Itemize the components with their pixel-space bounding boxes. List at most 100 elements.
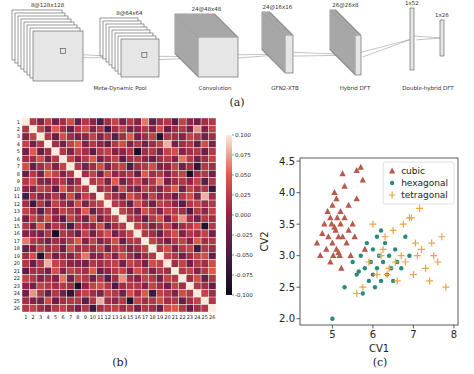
- heatmap-cell: [104, 140, 111, 147]
- heatmap-cell: [104, 118, 111, 125]
- heatmap-cell: [186, 118, 193, 125]
- point: [400, 221, 407, 228]
- point: [373, 285, 377, 289]
- heatmap-cell: [82, 222, 89, 229]
- x-tick-label: 17: [142, 314, 148, 320]
- colorbar-tick: [232, 215, 234, 216]
- colorbar-label: 0.025: [235, 192, 251, 198]
- heatmap-cell: [141, 170, 148, 177]
- heatmap-cell: [67, 133, 74, 140]
- heatmap-cell: [149, 178, 156, 185]
- heatmap-cell: [104, 297, 111, 304]
- heatmap-cell: [164, 208, 171, 215]
- heatmap-cell: [22, 297, 29, 304]
- heatmap-cell: [97, 148, 104, 155]
- heatmap-cell: [201, 118, 208, 125]
- point: [342, 285, 346, 289]
- heatmap-cell: [37, 222, 44, 229]
- heatmap-cell: [119, 170, 126, 177]
- heatmap-cell: [149, 200, 156, 207]
- heatmap-cell: [119, 237, 126, 244]
- x-tick-label: 14: [120, 314, 126, 320]
- heatmap-cell: [201, 163, 208, 170]
- heatmap-cell: [164, 200, 171, 207]
- heatmap-cell: [67, 222, 74, 229]
- heatmap-cell: [52, 155, 59, 162]
- legend-marker: [389, 192, 396, 199]
- heatmap-cell: [179, 275, 186, 282]
- heatmap-cell: [44, 275, 51, 282]
- layer-map: [121, 39, 159, 77]
- heatmap-cell: [149, 267, 156, 274]
- heatmap-cell: [209, 222, 216, 229]
- point: [338, 265, 344, 271]
- heatmap-cell: [22, 305, 29, 312]
- heatmap-cell: [74, 140, 81, 147]
- heatmap-cell: [119, 215, 126, 222]
- heatmap-cell: [179, 282, 186, 289]
- heatmap-cell: [44, 170, 51, 177]
- colorbar-tick: [232, 235, 234, 236]
- heatmap-cell: [104, 125, 111, 132]
- heatmap-cell: [126, 163, 133, 170]
- layer-label: 1x26: [435, 12, 449, 18]
- heatmap-cell: [156, 163, 163, 170]
- heatmap-cell: [179, 237, 186, 244]
- heatmap-cell: [134, 148, 141, 155]
- heatmap-cell: [29, 208, 36, 215]
- heatmap-cell: [149, 163, 156, 170]
- heatmap-cell: [74, 185, 81, 192]
- x-tick-label: 16: [134, 314, 140, 320]
- point: [379, 228, 383, 232]
- heatmap-cell: [112, 275, 119, 282]
- heatmap-cell: [37, 148, 44, 155]
- point: [398, 252, 405, 259]
- heatmap-cell: [67, 237, 74, 244]
- heatmap-cell: [141, 275, 148, 282]
- heatmap-cell: [82, 252, 89, 259]
- x-tick-label: 13: [112, 314, 118, 320]
- heatmap-cell: [194, 252, 201, 259]
- heatmap-cell: [22, 290, 29, 297]
- heatmap-cell: [89, 125, 96, 132]
- heatmap-cell: [22, 140, 29, 147]
- heatmap-cell: [22, 208, 29, 215]
- figure: (a)(b)(c)8@128x1288@64x6424@48x4824@16x1…: [0, 0, 474, 374]
- heatmap-cell: [164, 155, 171, 162]
- heatmap-cell: [112, 163, 119, 170]
- heatmap-cell: [164, 275, 171, 282]
- heatmap-cell: [112, 125, 119, 132]
- heatmap-cell: [134, 208, 141, 215]
- heatmap-cell: [89, 275, 96, 282]
- y-tick: [297, 255, 301, 256]
- heatmap-cell: [119, 267, 126, 274]
- heatmap-cell: [171, 148, 178, 155]
- point: [403, 235, 407, 239]
- heatmap-cell: [156, 208, 163, 215]
- heatmap-cell: [97, 230, 104, 237]
- point: [430, 252, 437, 259]
- heatmap-cell: [209, 237, 216, 244]
- panel-label: (a): [229, 96, 244, 109]
- heatmap-cell: [171, 163, 178, 170]
- colorbar-tick: [232, 295, 234, 296]
- heatmap-cell: [44, 297, 51, 304]
- heatmap-cell: [164, 245, 171, 252]
- point: [323, 246, 329, 252]
- heatmap-cell: [171, 185, 178, 192]
- heatmap-cell: [186, 178, 193, 185]
- heatmap-cell: [201, 125, 208, 132]
- y-tick-label: 7: [17, 163, 20, 169]
- colorbar-label: -0.050: [235, 252, 253, 258]
- heatmap-cell: [209, 193, 216, 200]
- heatmap-cell: [179, 305, 186, 312]
- heatmap-cell: [97, 155, 104, 162]
- heatmap-cell: [37, 260, 44, 267]
- heatmap-cell: [22, 163, 29, 170]
- heatmap-cell: [209, 305, 216, 312]
- heatmap-cell: [149, 118, 156, 125]
- heatmap-cell: [201, 133, 208, 140]
- y-tick-label: 18: [14, 245, 20, 251]
- heatmap-cell: [149, 215, 156, 222]
- heatmap-cell: [186, 275, 193, 282]
